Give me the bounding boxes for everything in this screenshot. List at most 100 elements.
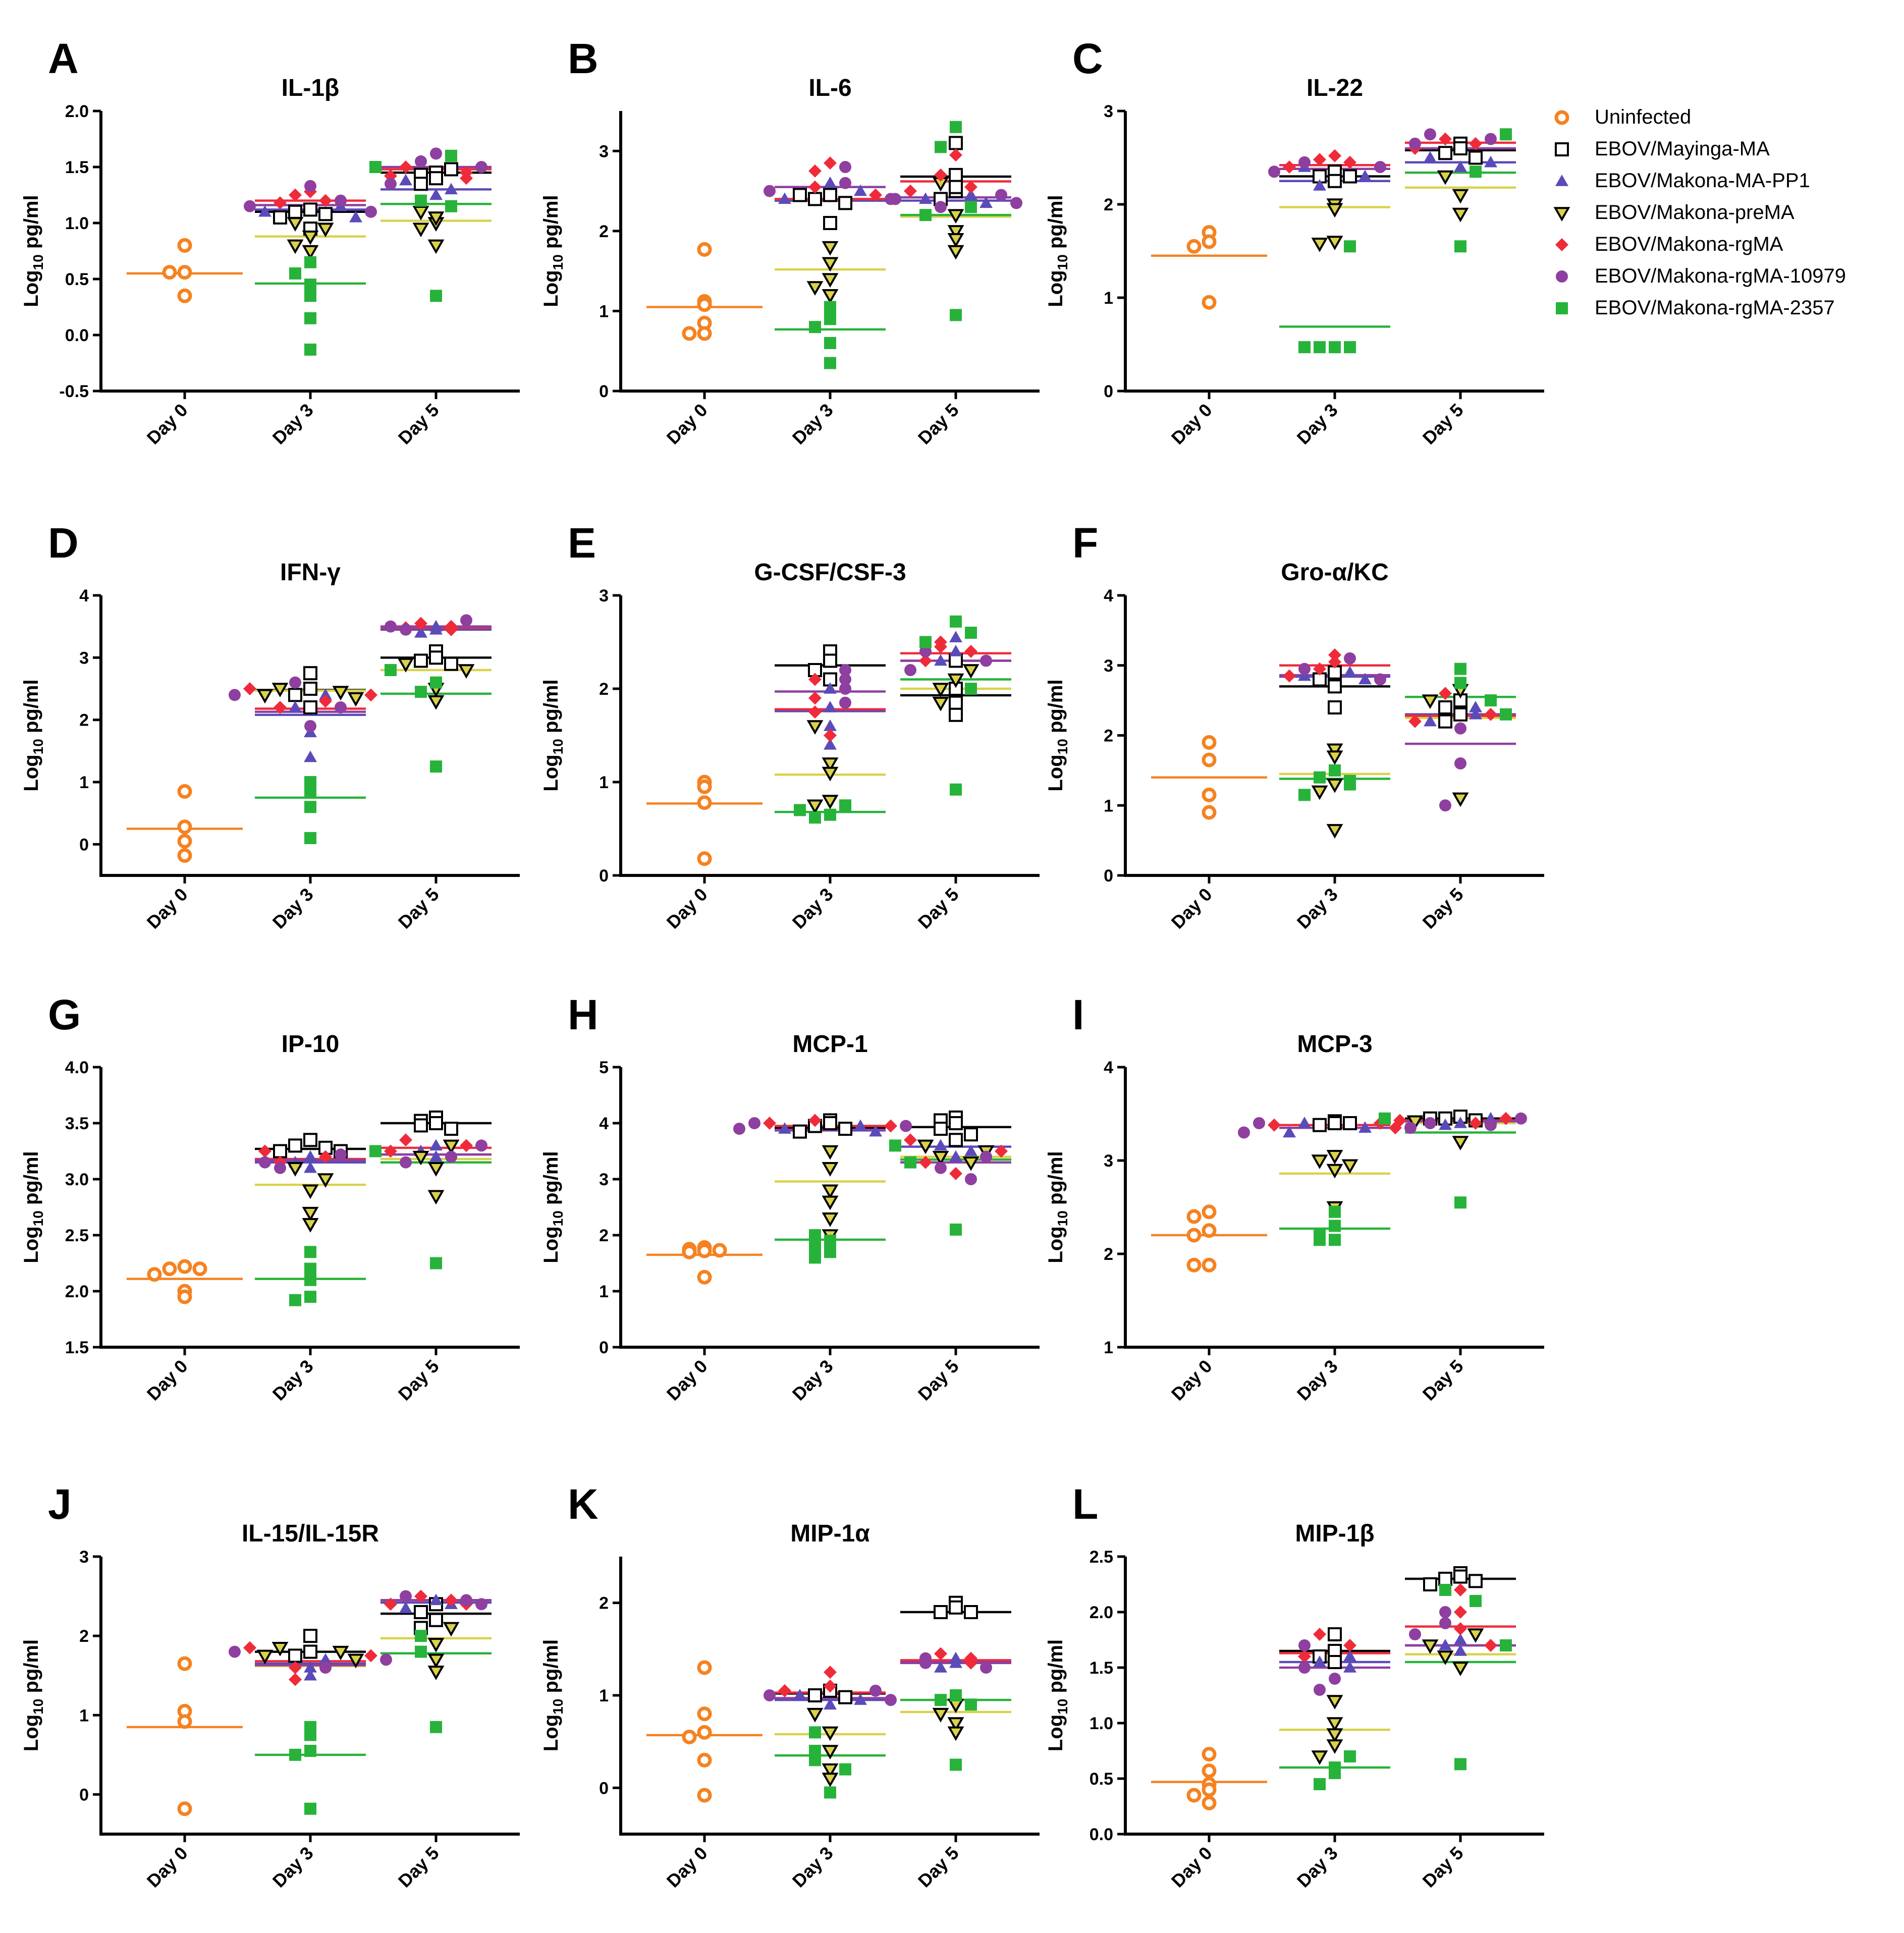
y-axis-label: Log10 pg/ml <box>1045 1639 1070 1751</box>
data-point <box>177 1289 192 1304</box>
data-point <box>824 808 836 821</box>
data-point <box>258 205 271 217</box>
y-tick-label: 0 <box>599 866 609 886</box>
y-axis-label: Log10 pg/ml <box>1045 1151 1070 1263</box>
y-tick-label: 1 <box>599 1282 609 1301</box>
y-tick-label: 1 <box>79 1706 89 1725</box>
data-point <box>1437 170 1454 185</box>
data-point <box>1439 1617 1451 1629</box>
data-point <box>934 1605 948 1619</box>
data-point <box>414 177 428 191</box>
y-tick-label: 0.0 <box>65 326 89 345</box>
data-point <box>1298 662 1311 675</box>
data-point <box>304 1669 317 1681</box>
chart-title: IL-1β <box>282 75 340 101</box>
data-point <box>1454 160 1467 172</box>
data-point <box>1485 133 1497 145</box>
data-point <box>429 623 443 635</box>
data-point <box>460 1594 472 1607</box>
data-point <box>445 183 458 195</box>
y-label-unit: pg/ml <box>1045 1151 1067 1210</box>
data-point <box>822 1162 839 1177</box>
data-point <box>808 192 822 206</box>
y-label-subscript: 10 <box>30 739 46 754</box>
data-point <box>824 1246 836 1258</box>
y-tick-label: 1 <box>599 1686 609 1705</box>
x-tick-label: Day 5 <box>914 400 963 449</box>
data-point <box>400 1590 412 1603</box>
data-point <box>1454 240 1466 253</box>
data-point <box>947 1726 964 1741</box>
panel-l: L MIP-1β 0.0 0.5 1.0 1.5 2.0 2.5 Log10 pg/ml Day … <box>1045 1480 1544 1892</box>
data-point <box>824 337 836 349</box>
data-point <box>444 162 458 177</box>
data-point <box>919 636 932 648</box>
data-point <box>1326 1739 1343 1754</box>
y-label-unit: pg/ml <box>540 1151 562 1210</box>
y-label-base: Log <box>540 754 562 791</box>
data-point <box>824 1235 836 1247</box>
data-point <box>697 297 712 312</box>
data-point <box>869 188 882 202</box>
y-label-unit: pg/ml <box>1045 679 1067 739</box>
data-point <box>302 1218 319 1233</box>
data-point <box>1329 1673 1341 1685</box>
data-point <box>1452 189 1469 204</box>
data-point <box>415 194 427 207</box>
data-point <box>1298 789 1311 801</box>
data-point <box>854 1119 867 1131</box>
data-point <box>1326 824 1343 839</box>
data-point <box>1424 1117 1436 1129</box>
data-point <box>319 694 332 708</box>
data-point <box>427 1653 445 1669</box>
data-point <box>385 620 397 633</box>
y-axis-label: Log10 pg/ml <box>20 679 46 791</box>
data-point <box>274 196 287 210</box>
data-point <box>1468 150 1483 165</box>
data-point <box>1283 160 1296 174</box>
data-point <box>460 614 472 627</box>
x-tick-label: Day 5 <box>394 1843 443 1892</box>
data-point <box>1202 295 1217 310</box>
data-point <box>808 180 822 194</box>
y-tick-label: 1.5 <box>1090 1659 1113 1678</box>
data-point <box>1408 714 1422 728</box>
data-point <box>1424 151 1437 163</box>
y-axis-label: Log10 pg/ml <box>20 1639 46 1751</box>
data-point <box>445 200 457 212</box>
data-point <box>806 799 824 814</box>
data-point <box>1484 707 1497 721</box>
legend-marker <box>1556 270 1568 283</box>
data-point <box>304 1802 316 1815</box>
y-tick-label: 4 <box>1104 1058 1113 1077</box>
data-point <box>304 180 316 192</box>
x-tick-label: Day 3 <box>1293 1843 1342 1892</box>
data-point <box>778 192 791 204</box>
legend-label: EBOV/Makona-rgMA-10979 <box>1595 265 1846 287</box>
data-point <box>177 1656 192 1671</box>
data-point <box>177 834 192 849</box>
data-point <box>430 147 442 160</box>
data-point <box>697 1269 712 1285</box>
data-point <box>1453 141 1467 155</box>
x-tick-label: Day 0 <box>1167 884 1216 933</box>
data-point <box>824 729 837 742</box>
y-tick-label: 4 <box>1104 586 1113 605</box>
data-point <box>934 1139 947 1151</box>
data-point <box>1328 700 1342 714</box>
data-point <box>364 688 377 702</box>
data-point <box>1326 750 1343 765</box>
y-tick-label: 2 <box>79 1627 89 1646</box>
x-tick-label: Day 0 <box>143 884 192 933</box>
data-point <box>1313 179 1326 191</box>
data-point <box>399 160 412 174</box>
x-tick-label: Day 0 <box>1167 1843 1216 1892</box>
x-tick-label: Day 5 <box>1419 1356 1467 1405</box>
data-point <box>1328 655 1341 669</box>
data-point <box>1329 1767 1341 1779</box>
data-point <box>934 640 947 653</box>
x-tick-label: Day 5 <box>914 1356 963 1405</box>
panel-letter: G <box>48 991 81 1038</box>
data-point <box>682 1730 697 1744</box>
panel-e: E G-CSF/CSF-3 0 1 2 3 Log10 pg/ml Day 0 Day 3 Day… <box>540 519 1040 933</box>
